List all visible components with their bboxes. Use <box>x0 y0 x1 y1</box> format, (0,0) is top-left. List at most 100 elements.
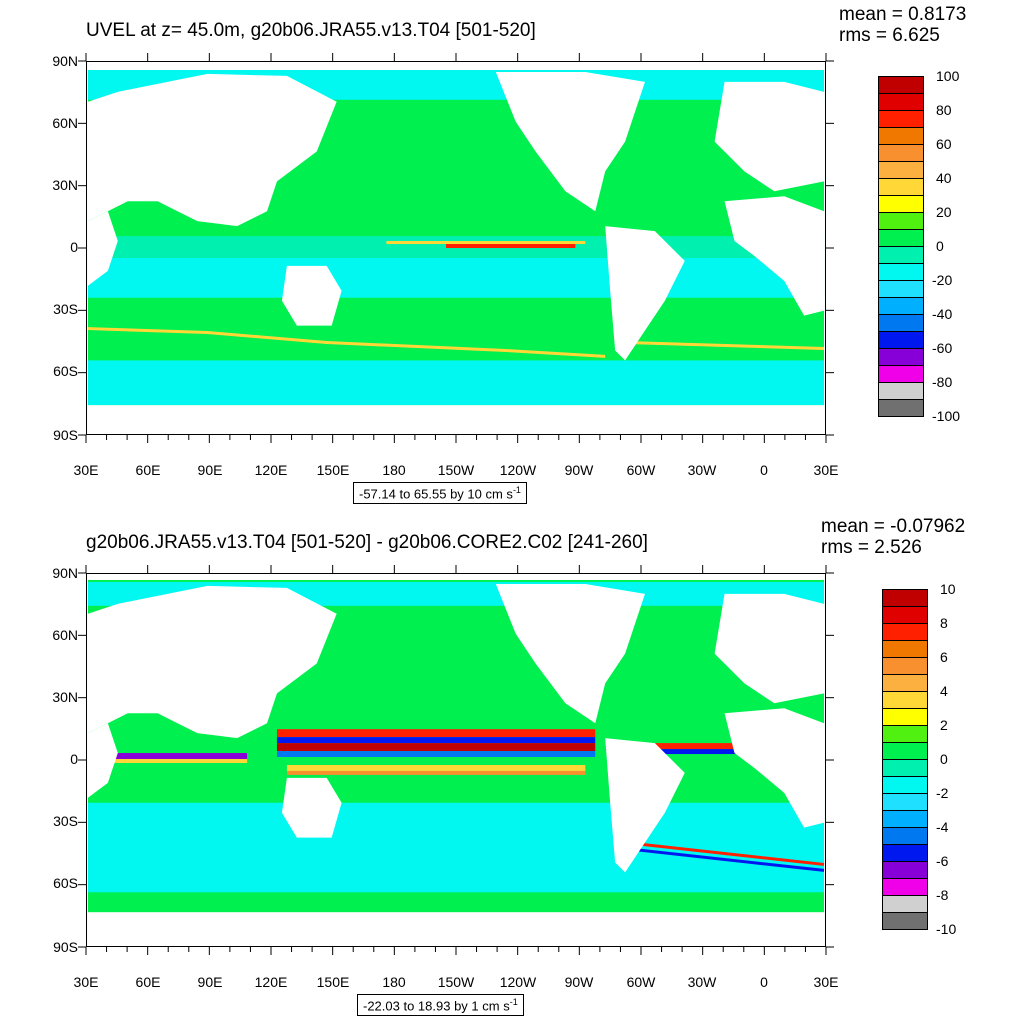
atlantic-band-red <box>644 743 785 750</box>
south-america-land <box>605 226 685 361</box>
europe-land <box>714 81 825 192</box>
colorbar-label: 10 <box>940 581 956 597</box>
africa-land <box>724 196 825 316</box>
colorbar-label: 0 <box>940 751 948 767</box>
colorbar-swatch <box>878 178 924 196</box>
y-tick-label: 90S <box>53 939 78 955</box>
diff-band-pos <box>276 729 596 738</box>
equatorial-jet <box>446 243 576 248</box>
x-tick-label: 30E <box>813 974 839 990</box>
contour-range-box: -22.03 to 18.93 by 1 cm s-1 <box>357 994 524 1017</box>
y-tick-label: 0 <box>70 239 78 255</box>
map-plot <box>86 573 826 947</box>
x-tick-label: 120W <box>499 974 537 990</box>
diff-band-orange <box>286 770 586 775</box>
colorbar-label: -8 <box>936 887 949 903</box>
colorbar-swatch <box>882 861 928 879</box>
colorbar-swatch <box>878 93 924 111</box>
colorbar-label: 6 <box>940 649 948 665</box>
colorbar-label: -10 <box>936 921 957 937</box>
colorbar-swatch <box>882 606 928 624</box>
colorbar-swatch <box>882 623 928 641</box>
colorbar-label: 4 <box>940 683 948 699</box>
mean-value: mean = -0.07962 <box>821 516 966 537</box>
colorbar-swatch <box>882 708 928 726</box>
north-america-land <box>495 583 645 724</box>
rms-value: rms = 2.526 <box>821 537 922 558</box>
colorbar-label: 2 <box>940 717 948 733</box>
contour-range-box: -57.14 to 65.55 by 10 cm s-1 <box>353 482 527 505</box>
x-tick-label: 30W <box>687 462 717 478</box>
colorbar-label: -6 <box>936 853 949 869</box>
x-tick-label: 60W <box>626 462 656 478</box>
colorbar-swatch <box>882 912 928 930</box>
colorbar-swatch <box>878 399 924 417</box>
chart-title: UVEL at z= 45.0m, g20b06.JRA55.v13.T04 [… <box>86 20 536 41</box>
australia-land <box>281 265 342 326</box>
africa-land <box>724 708 825 828</box>
asia-land <box>87 73 337 227</box>
x-tick-label: 30W <box>687 974 717 990</box>
north-pole-land <box>87 574 825 580</box>
atlantic-band-blue <box>644 749 785 755</box>
indian-band-yellow <box>97 759 248 763</box>
europe-land <box>714 593 825 704</box>
north-america-land <box>495 71 645 212</box>
colorbar-swatch <box>882 674 928 692</box>
equatorial-jet-edge <box>386 241 586 245</box>
x-tick-label: 90W <box>564 462 594 478</box>
x-tick-label: 90E <box>197 974 223 990</box>
colorbar-label: 20 <box>936 204 952 220</box>
colorbar-swatch <box>878 195 924 213</box>
x-tick-label: 60E <box>135 462 161 478</box>
rms-value: rms = 6.625 <box>839 25 940 46</box>
x-tick-label: 30E <box>73 974 99 990</box>
colorbar-swatch <box>882 640 928 658</box>
acc-streak-red <box>624 841 825 866</box>
x-tick-label: 0 <box>760 462 768 478</box>
stats-block: mean = -0.07962 rms = 2.526 <box>821 516 965 558</box>
y-tick-label: 30S <box>53 301 78 317</box>
southern-band <box>87 802 825 893</box>
x-tick-label: 30E <box>813 462 839 478</box>
diff-band-yellow <box>286 764 586 771</box>
south-equatorial-band <box>87 257 825 298</box>
x-tick-label: 90E <box>197 462 223 478</box>
acc-streak <box>87 327 606 358</box>
colorbar-swatch <box>878 127 924 145</box>
colorbar <box>878 76 924 417</box>
colorbar-swatch <box>878 331 924 349</box>
x-tick-label: 150W <box>437 462 475 478</box>
x-tick-label: 30E <box>73 462 99 478</box>
colorbar-label: -40 <box>932 306 953 322</box>
x-tick-label: 150W <box>437 974 475 990</box>
colorbar-label: -2 <box>936 785 949 801</box>
southern-band <box>87 360 825 406</box>
stats-block: mean = 0.8173 rms = 6.625 <box>839 4 966 46</box>
x-tick-label: 180 <box>382 974 406 990</box>
diff-band-pos2 <box>276 743 596 752</box>
x-tick-label: 150E <box>316 462 350 478</box>
colorbar-swatch <box>882 759 928 777</box>
mean-value: mean = 0.8173 <box>839 4 967 25</box>
diff-band-neg <box>276 737 596 744</box>
y-tick-label: 60S <box>53 363 78 379</box>
map-plot <box>86 61 826 435</box>
australia-land <box>281 777 342 838</box>
colorbar-swatch <box>882 878 928 896</box>
colorbar-label: 60 <box>936 136 952 152</box>
asia-land <box>87 585 337 739</box>
colorbar-swatch <box>878 144 924 162</box>
chart-title: g20b06.JRA55.v13.T04 [501-520] - g20b06.… <box>86 532 648 553</box>
contour-range-text: -22.03 to 18.93 by 1 cm s <box>363 998 510 1014</box>
map-field <box>87 62 825 434</box>
y-tick-label: 60N <box>52 627 78 643</box>
africa-east-land <box>87 211 118 286</box>
indian-band-purple <box>97 753 248 760</box>
colorbar-swatch <box>882 691 928 709</box>
acc-streak-atlantic <box>625 341 825 350</box>
colorbar-label: 100 <box>936 68 960 84</box>
x-tick-label: 120W <box>499 462 537 478</box>
colorbar-swatch <box>882 895 928 913</box>
y-tick-label: 30S <box>53 813 78 829</box>
